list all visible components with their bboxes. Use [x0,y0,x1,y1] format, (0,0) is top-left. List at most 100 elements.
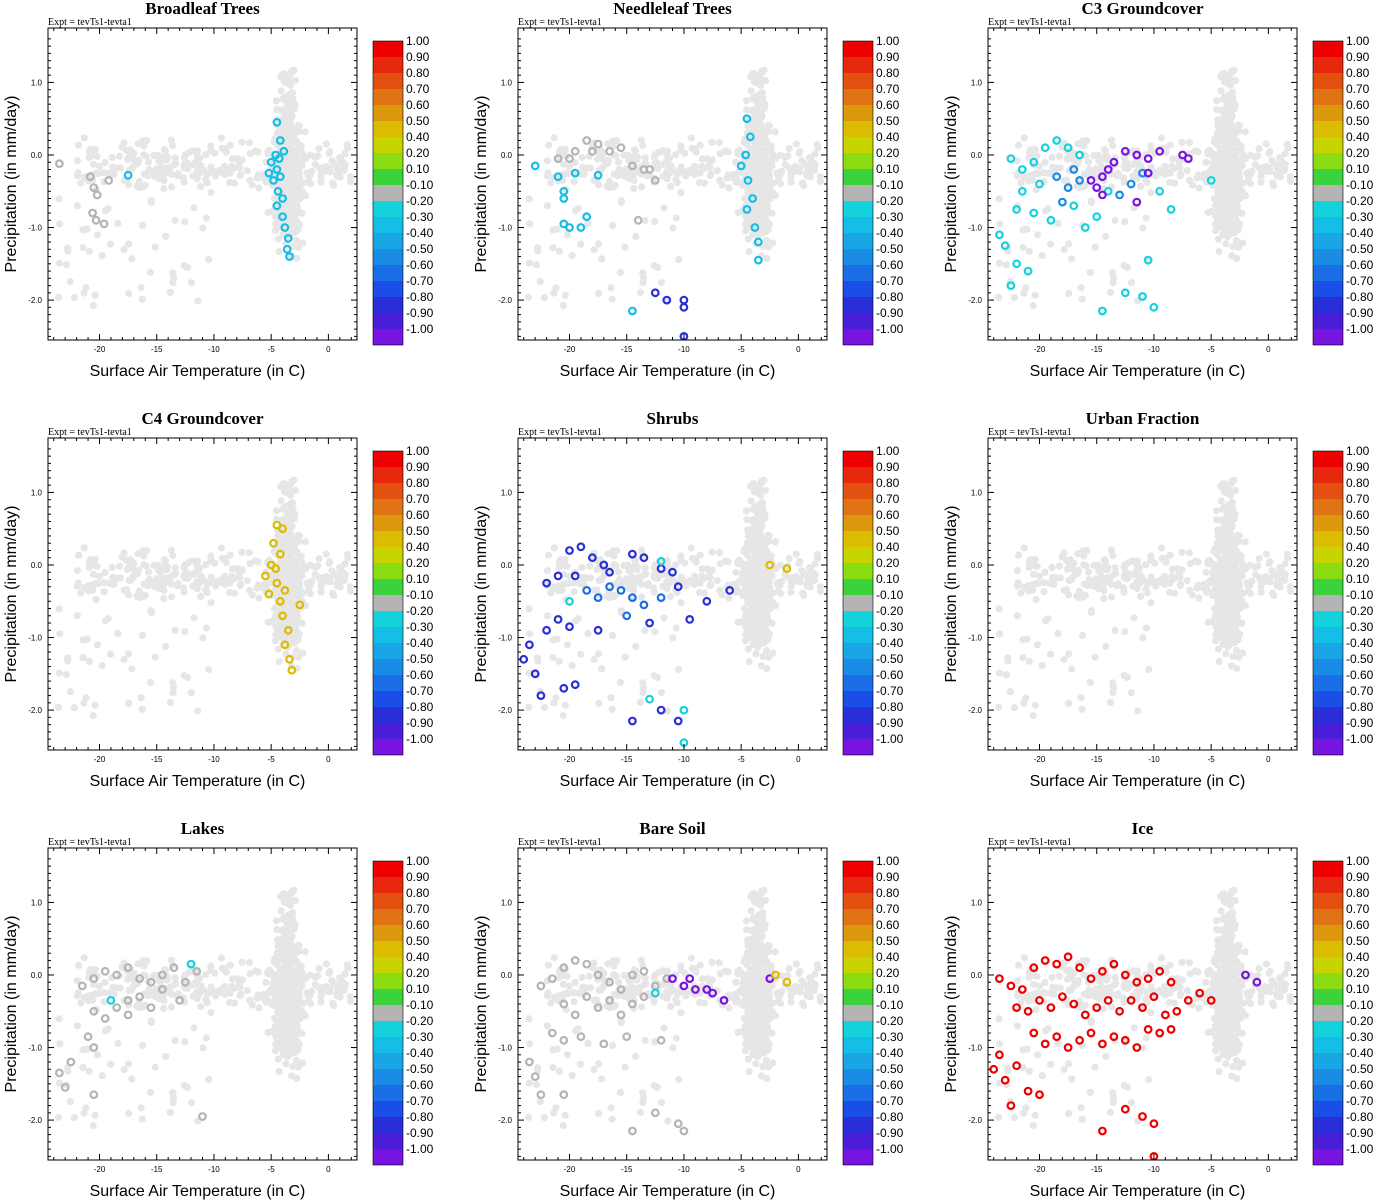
y-axis-label: Precipitation (in mm/day) [3,96,20,273]
data-point [264,168,274,178]
background-point [107,240,115,248]
background-point [122,586,131,594]
background-point [146,678,154,687]
background-point [795,559,803,567]
background-point [217,134,225,142]
background-point [1157,134,1165,142]
background-point [1102,232,1110,240]
background-point [774,587,783,596]
background-point [632,232,640,240]
colorbar-label: 0.80 [406,476,430,490]
background-point [123,556,131,565]
background-point [638,593,646,601]
colorbar-swatch [843,691,873,707]
background-point [568,252,576,260]
background-point [792,550,800,558]
background-point [130,559,138,567]
colorbar-label: -0.10 [1346,178,1373,192]
background-point [101,207,110,215]
background-point [125,576,133,585]
colorbar-label: 0.80 [876,66,900,80]
background-point [197,182,205,190]
y-tick-label: 0.0 [501,561,513,570]
background-point [553,225,561,233]
data-point [553,154,563,164]
background-point [271,637,280,645]
data-point [274,154,284,164]
background-point [632,164,640,172]
background-point [1065,289,1073,297]
background-point [750,70,758,78]
background-point [109,163,117,171]
background-point [100,588,108,596]
x-tick-label: -15 [621,755,633,764]
background-point [1223,113,1231,121]
background-point [1077,284,1085,292]
background-point [1010,294,1019,302]
background-point [123,146,131,154]
colorbar-label: -1.00 [406,732,434,746]
background-point [814,144,822,152]
background-point [549,654,557,662]
background-point [80,173,88,181]
background-point [526,630,534,638]
background-point [559,302,567,310]
data-point [628,716,637,726]
background-point [663,171,671,179]
data-point [622,611,632,621]
background-point [1054,219,1062,227]
background-point [1041,207,1050,215]
data-point [570,571,580,581]
background-point [741,227,750,235]
colorbar: 1.00 0.90 0.80 0.70 0.60 0.50 0.40 0.20 0.10 -0.1… [842,444,904,756]
y-tick-label: 0.0 [501,151,513,160]
data-point [565,154,574,164]
x-tick-label: -15 [151,755,163,764]
expt-label: Expt = tevTs1-tevta1 [988,427,1072,438]
background-point [543,612,552,620]
background-point [108,153,116,162]
background-point [134,140,142,148]
data-point [272,165,282,174]
colorbar-swatch [1313,105,1343,121]
background-point [146,268,154,276]
colorbar-swatch [843,515,873,531]
background-point [193,171,201,179]
data-point [725,586,735,595]
colorbar: 1.00 0.90 0.80 0.70 0.60 0.50 0.40 0.20 0.10 -0.1… [842,34,904,346]
background-point [135,156,143,164]
colorbar-swatch [843,547,873,563]
background-point [1242,155,1250,163]
background-point [1083,137,1091,145]
background-point [1025,247,1033,255]
background-point [288,479,296,487]
background-point [1219,145,1227,153]
data-point [542,625,551,635]
background-point [141,181,149,189]
background-point [746,606,755,614]
colorbar-swatch [1313,185,1343,201]
background-point [331,160,339,168]
data-point [570,146,580,156]
colorbar-label: 0.90 [406,460,430,474]
data-point [616,586,626,595]
background-point [128,255,136,263]
background-point [579,573,587,581]
data-point [741,150,751,160]
background-point [1013,157,1022,165]
colorbar-label: 0.60 [876,508,900,522]
colorbar-label: 0.80 [406,66,430,80]
background-point [762,236,771,244]
background-point [672,624,680,632]
background-point [238,548,246,556]
colorbar-swatch [1313,297,1343,313]
background-point [286,122,294,130]
background-point [55,195,63,203]
background-point [610,561,618,569]
background-point [281,535,289,543]
background-point [1232,236,1240,244]
data-point [1103,165,1113,174]
background-point [1241,128,1249,136]
background-point [758,588,766,596]
data-point [275,136,285,145]
